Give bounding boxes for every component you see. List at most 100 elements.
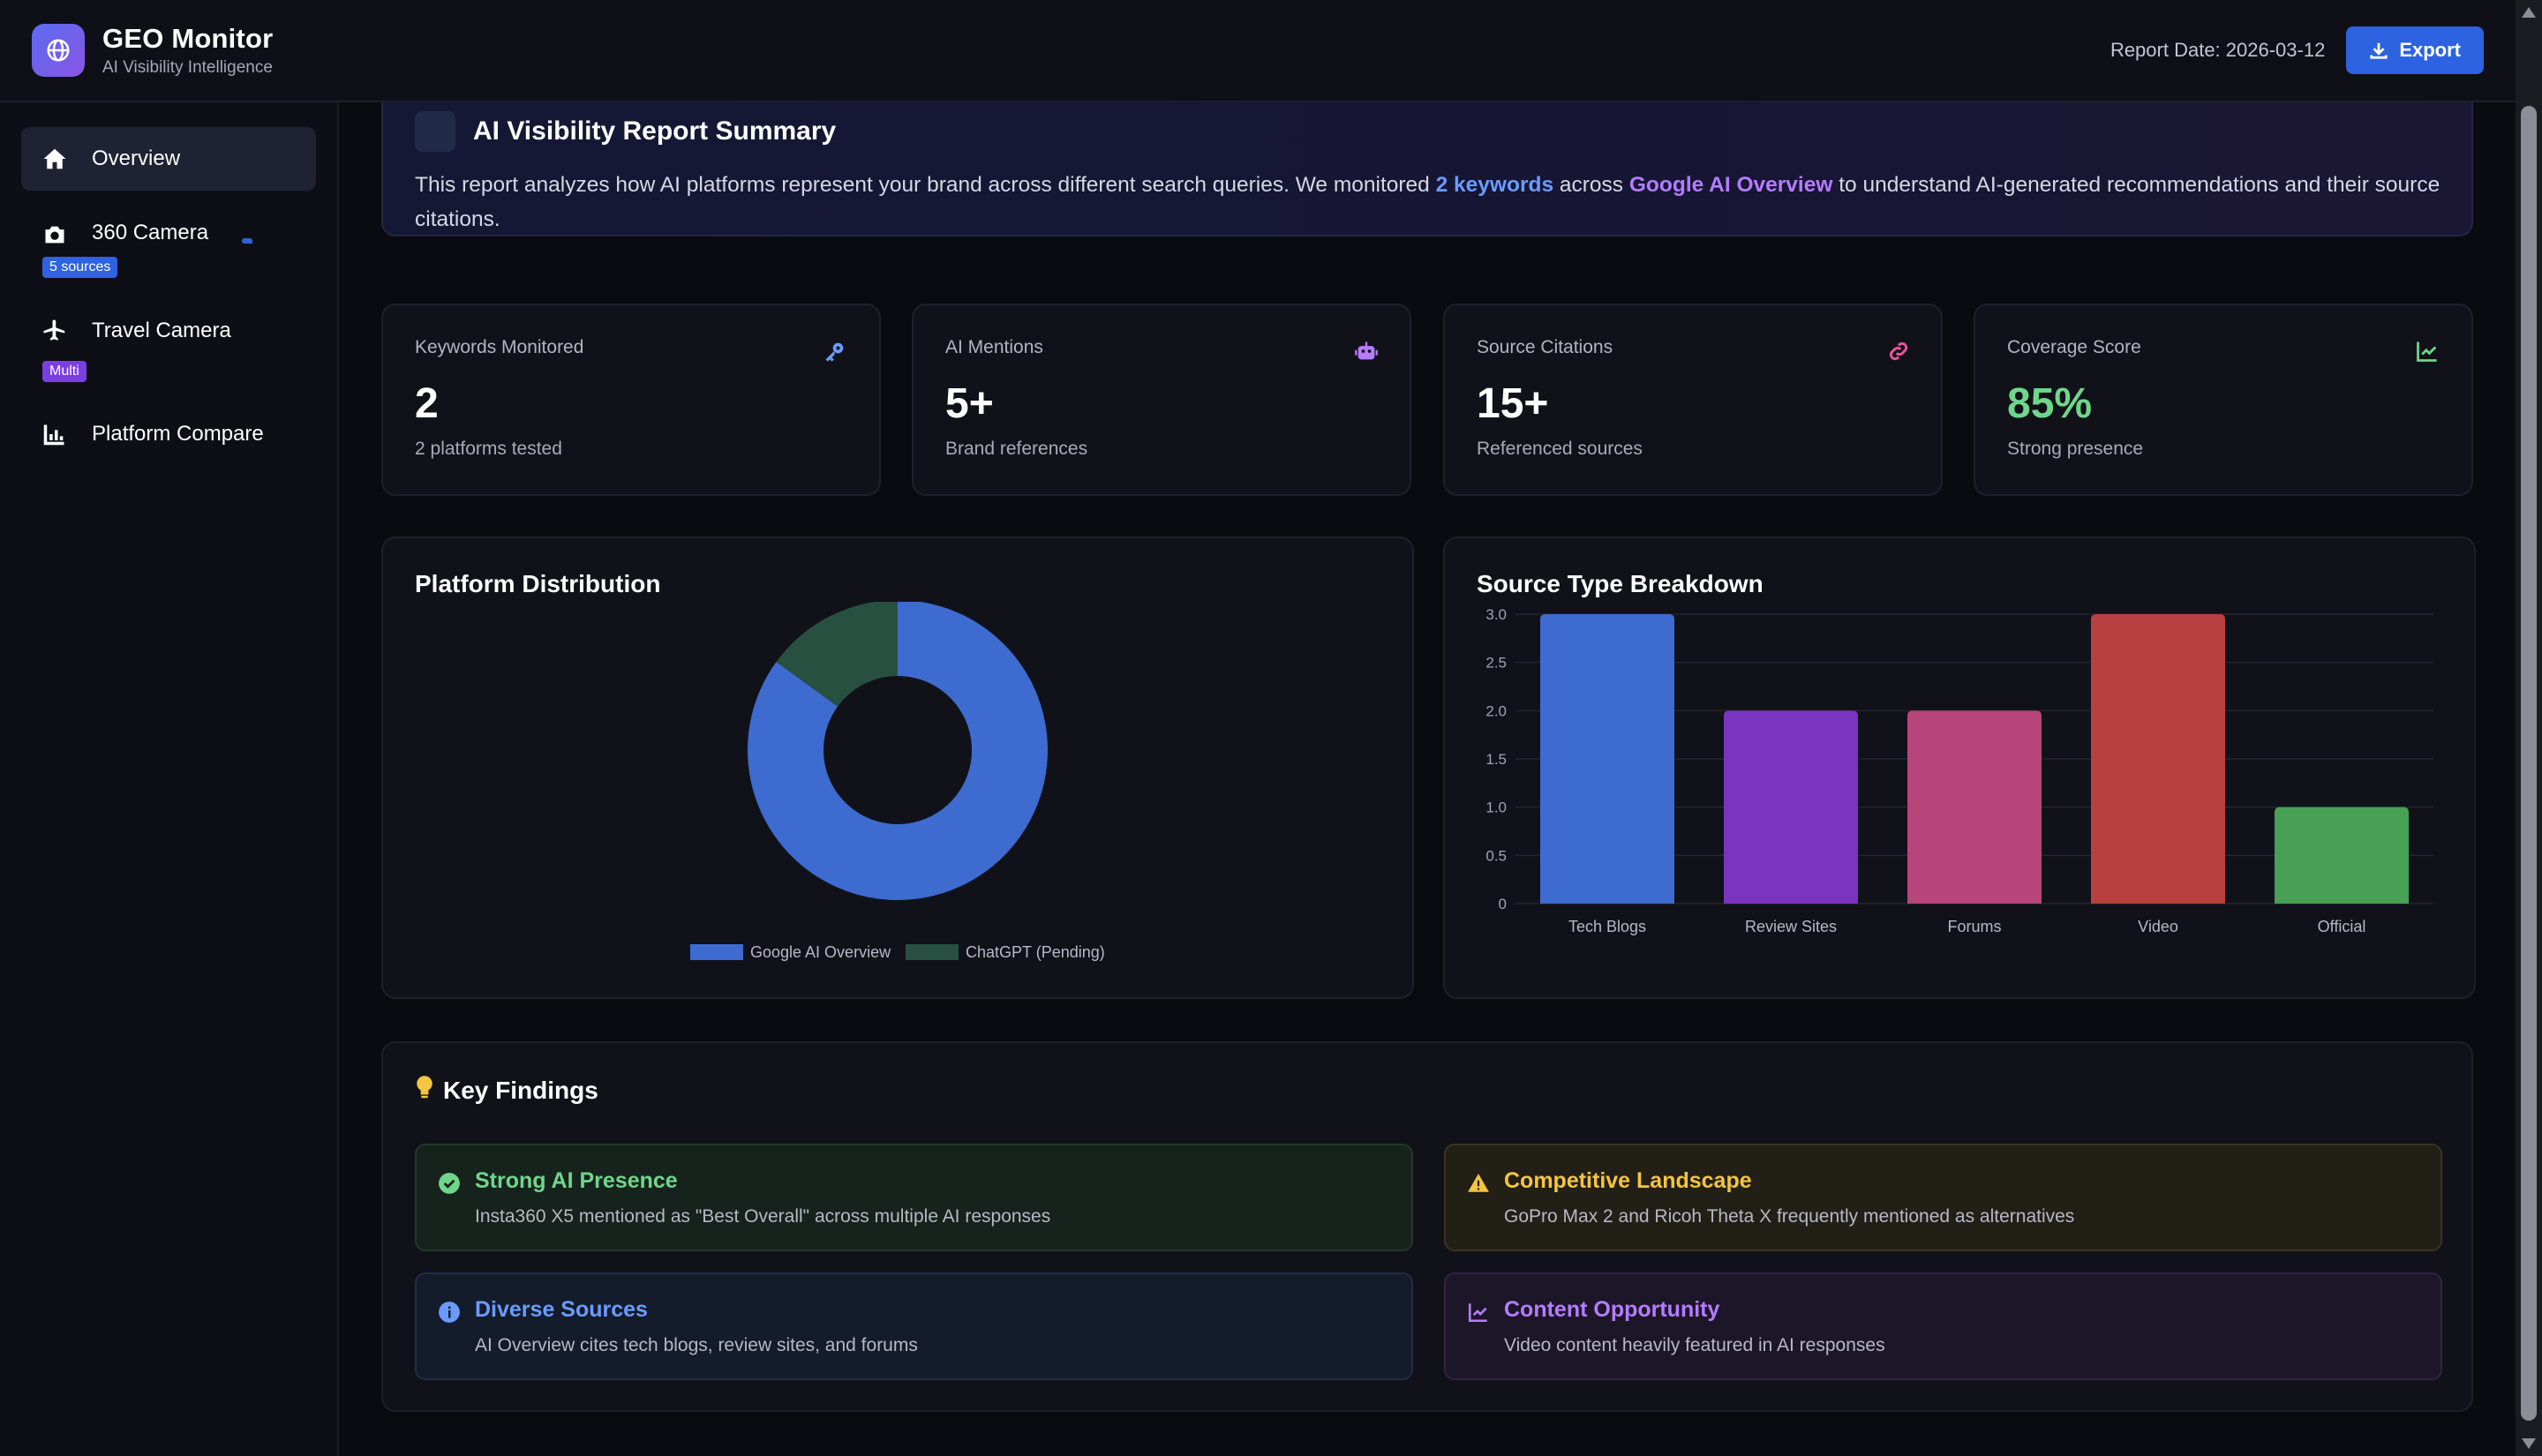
legend-label: Google AI Overview (750, 943, 891, 961)
bar[interactable] (1540, 614, 1674, 904)
finding-title: Content Opportunity (1504, 1297, 1720, 1322)
sidebar-item-platform-compare[interactable]: Platform Compare (21, 402, 316, 466)
bar[interactable] (2091, 614, 2225, 904)
report-summary-card: AI Visibility Report Summary This report… (381, 102, 2473, 236)
y-tick-label: 3.0 (1485, 606, 1507, 623)
y-tick-label: 2.5 (1485, 655, 1507, 672)
report-icon (415, 111, 455, 152)
source-type-panel: Source Type Breakdown 0 0.5 1.0 1.5 2.0 2.5 3.… (1443, 537, 2476, 999)
sources-count-badge: 5 sources (42, 257, 118, 278)
bar[interactable] (1907, 710, 2042, 904)
app-subtitle: AI Visibility Intelligence (102, 58, 273, 77)
legend-swatch (690, 944, 743, 960)
report-date: Report Date: 2026-03-12 (2110, 39, 2326, 61)
legend-label: ChatGPT (Pending) (966, 943, 1105, 961)
platform-distribution-panel: Platform Distribution Google AI Overview… (381, 537, 1414, 999)
sidebar-item-travel-camera[interactable]: Travel Camera Multi (21, 307, 316, 395)
sidebar-item-360-camera[interactable]: 360 Camera 5 sources (21, 212, 316, 293)
bar-chart-icon (41, 420, 69, 448)
scroll-thumb[interactable] (2521, 106, 2537, 1421)
y-tick-label: 1.5 (1485, 751, 1507, 768)
finding-text: GoPro Max 2 and Ricoh Theta X frequently… (1504, 1206, 2075, 1227)
globe-icon (32, 24, 85, 77)
finding-title: Competitive Landscape (1504, 1168, 1752, 1193)
download-icon (2370, 42, 2388, 59)
stat-value: 2 (415, 380, 439, 427)
link-icon (1884, 339, 1909, 364)
stat-card-coverage-score: Coverage Score 85% Strong presence (1974, 304, 2473, 496)
stat-label: Keywords Monitored (415, 337, 584, 357)
stat-card-source-citations: Source Citations 15+ Referenced sources (1443, 304, 1943, 496)
scroll-up-arrow[interactable] (2522, 7, 2536, 18)
finding-title: Strong AI Presence (475, 1168, 678, 1193)
finding-competitive-landscape: Competitive Landscape GoPro Max 2 and Ri… (1444, 1144, 2442, 1251)
sidebar-item-overview[interactable]: Overview (21, 127, 316, 191)
brand: GEO Monitor AI Visibility Intelligence (102, 23, 273, 78)
finding-title: Diverse Sources (475, 1297, 648, 1322)
donut-slice[interactable] (776, 602, 898, 707)
keywords-highlight: 2 keywords (1435, 173, 1554, 197)
finding-strong-ai-presence: Strong AI Presence Insta360 X5 mentioned… (415, 1144, 1413, 1251)
stat-value: 85% (2007, 380, 2093, 427)
key-findings-card: Key Findings Strong AI Presence Insta360… (381, 1041, 2473, 1412)
y-tick-label: 1.0 (1485, 799, 1507, 816)
finding-text: Video content heavily featured in AI res… (1504, 1335, 1885, 1355)
stat-card-ai-mentions: AI Mentions 5+ Brand references (912, 304, 1411, 496)
chart-line-icon (2415, 339, 2440, 364)
summary-text: This report analyzes how AI platforms re… (415, 173, 2440, 231)
warning-icon (1467, 1172, 1490, 1195)
stat-label: Coverage Score (2007, 337, 2141, 357)
bar[interactable] (2275, 807, 2409, 904)
check-circle-icon (438, 1172, 461, 1195)
platform-highlight: Google AI Overview (1628, 173, 1833, 197)
x-tick-label: Tech Blogs (1568, 918, 1646, 935)
key-icon (823, 339, 847, 364)
stat-label: AI Mentions (945, 337, 1043, 357)
stat-value: 15+ (1477, 380, 1549, 427)
stat-label: Source Citations (1477, 337, 1613, 357)
x-tick-label: Forums (1947, 918, 2001, 935)
lightbulb-icon (415, 1075, 434, 1106)
plane-icon (41, 317, 69, 345)
finding-text: Insta360 X5 mentioned as "Best Overall" … (475, 1206, 1051, 1227)
y-tick-label: 0 (1499, 896, 1507, 912)
info-icon (438, 1301, 461, 1324)
home-icon (41, 145, 69, 173)
x-tick-label: Video (2138, 918, 2178, 935)
panel-title: Platform Distribution (415, 570, 661, 597)
sidebar-item-label: Travel Camera (92, 319, 231, 342)
stat-subtext: Referenced sources (1477, 439, 1643, 459)
robot-icon (1353, 339, 1378, 364)
app-title: GEO Monitor (102, 23, 274, 54)
export-label: Export (2399, 39, 2461, 61)
stat-subtext: 2 platforms tested (415, 439, 562, 459)
sidebar-item-label: Overview (92, 146, 181, 170)
main-content: AI Visibility Report Summary This report… (339, 102, 2516, 1456)
scroll-down-arrow[interactable] (2522, 1438, 2536, 1449)
y-tick-label: 2.0 (1485, 702, 1507, 719)
sidebar-item-label: Platform Compare (92, 422, 264, 446)
export-button[interactable]: Export (2346, 26, 2484, 74)
stat-subtext: Brand references (945, 439, 1088, 459)
summary-title: AI Visibility Report Summary (473, 116, 837, 146)
sidebar-item-label: 360 Camera (92, 221, 209, 244)
stat-value: 5+ (945, 380, 994, 427)
multi-badge: Multi (42, 361, 86, 382)
sidebar: Overview 360 Camera 5 sources Travel Cam… (0, 102, 339, 1456)
scrollbar[interactable] (2516, 0, 2542, 1456)
bar-chart: 0 0.5 1.0 1.5 2.0 2.5 3.0 Tech Blogs Review Site… (1485, 606, 2433, 935)
finding-text: AI Overview cites tech blogs, review sit… (475, 1335, 918, 1355)
bar[interactable] (1724, 710, 1858, 904)
x-tick-label: Official (2318, 918, 2366, 935)
x-tick-label: Review Sites (1745, 918, 1837, 935)
chart-line-icon (1467, 1301, 1490, 1324)
y-tick-label: 0.5 (1485, 847, 1507, 864)
panel-title: Source Type Breakdown (1477, 570, 1764, 597)
finding-content-opportunity: Content Opportunity Video content heavil… (1444, 1272, 2442, 1380)
findings-title: Key Findings (443, 1076, 598, 1104)
camera-icon (41, 221, 69, 249)
donut-slice[interactable] (748, 602, 1048, 900)
top-header: GEO Monitor AI Visibility Intelligence R… (0, 0, 2516, 102)
stat-card-keywords: Keywords Monitored 2 2 platforms tested (381, 304, 881, 496)
legend-swatch (906, 944, 959, 960)
